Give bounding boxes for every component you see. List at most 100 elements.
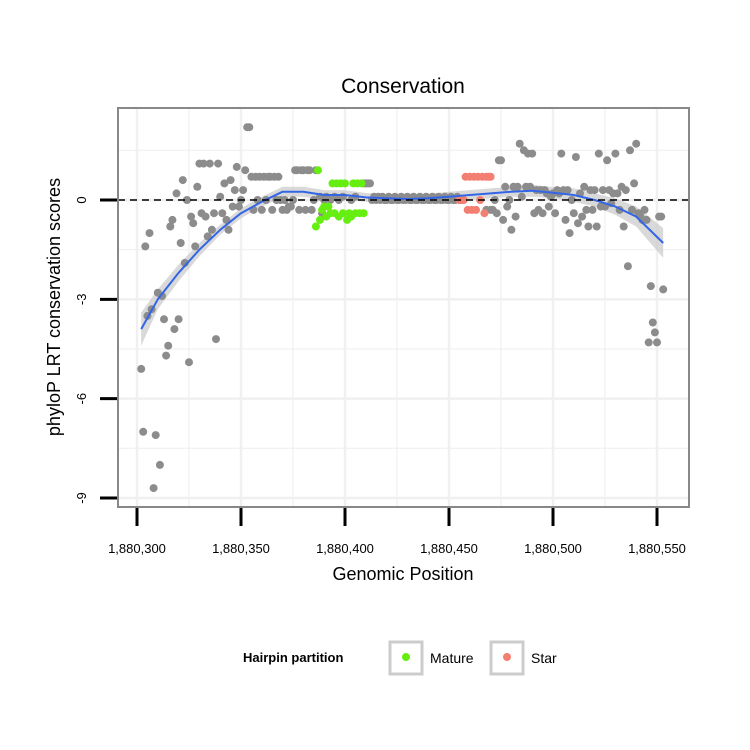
data-point <box>295 205 304 214</box>
data-point <box>187 212 196 221</box>
data-point <box>630 179 639 188</box>
legend-star-swatch <box>503 653 511 661</box>
data-point <box>174 315 183 324</box>
data-point <box>178 176 187 185</box>
data-point <box>526 182 535 191</box>
data-point <box>207 225 216 234</box>
mature-point <box>324 202 333 211</box>
data-point <box>230 186 239 195</box>
data-point <box>141 242 150 251</box>
smooth-fit-line <box>140 189 664 330</box>
data-point <box>301 205 310 214</box>
data-point <box>162 351 171 360</box>
data-point <box>232 162 241 171</box>
data-point <box>166 222 175 231</box>
data-point <box>611 149 620 158</box>
data-point <box>286 202 295 211</box>
data-point <box>621 186 630 195</box>
data-point <box>503 202 512 211</box>
data-point <box>160 315 168 324</box>
data-point <box>567 196 576 204</box>
data-point <box>642 215 651 224</box>
mature-point <box>314 166 322 175</box>
data-point <box>648 318 657 327</box>
data-point <box>224 225 233 234</box>
data-point <box>151 431 160 440</box>
legend: Hairpin partition Mature Star <box>243 640 557 676</box>
data-point <box>582 205 591 214</box>
data-point <box>499 215 508 224</box>
data-point <box>212 335 220 344</box>
data-point <box>584 222 593 231</box>
data-point <box>307 205 316 214</box>
y-tick-label: -9 <box>74 492 89 504</box>
data-point <box>644 338 653 347</box>
data-point <box>305 166 314 175</box>
data-point <box>571 153 580 161</box>
plot-panel <box>118 108 689 507</box>
points-layer <box>137 123 668 493</box>
data-point <box>203 232 212 241</box>
data-point <box>228 202 237 211</box>
data-point <box>191 242 200 251</box>
data-point <box>563 186 572 195</box>
data-point <box>241 166 250 175</box>
data-point <box>176 239 185 247</box>
mature-point <box>357 179 366 188</box>
y-axis: 0 -3 -6 -9 <box>74 196 117 504</box>
data-point <box>168 215 177 224</box>
legend-title: Hairpin partition <box>243 650 343 665</box>
data-point <box>170 325 179 334</box>
x-tick-label: 1,880,550 <box>628 541 686 556</box>
data-point <box>650 328 659 337</box>
data-point <box>592 222 601 231</box>
data-point <box>155 460 164 469</box>
legend-mature-swatch <box>402 653 410 661</box>
data-point <box>172 189 181 198</box>
data-point <box>590 186 599 195</box>
data-point <box>205 159 214 168</box>
data-point <box>619 222 628 231</box>
data-point <box>164 341 173 350</box>
chart-title: Conservation <box>341 75 465 98</box>
data-point <box>613 189 622 198</box>
data-point <box>594 149 603 158</box>
mature-point <box>359 209 368 218</box>
data-point <box>507 225 516 234</box>
data-point <box>574 219 582 228</box>
data-point <box>557 149 566 158</box>
data-point <box>218 209 227 218</box>
data-point <box>569 209 578 218</box>
x-axis-label: Genomic Position <box>332 564 473 584</box>
data-point <box>578 212 587 221</box>
data-point <box>268 205 277 214</box>
data-point <box>628 205 636 214</box>
data-point <box>182 196 191 204</box>
data-point <box>517 192 526 201</box>
star-point <box>472 205 480 214</box>
data-point <box>657 212 666 221</box>
x-tick-label: 1,880,300 <box>108 541 166 556</box>
data-point <box>513 182 522 191</box>
data-point <box>561 215 570 224</box>
x-axis: 1,880,300 1,880,350 1,880,400 1,880,450 1,88… <box>108 508 686 556</box>
data-point <box>640 205 649 214</box>
legend-key-mature <box>388 640 424 676</box>
data-point <box>366 179 374 188</box>
star-point <box>459 196 468 204</box>
data-point <box>220 179 229 188</box>
star-point <box>480 209 489 218</box>
data-point <box>492 209 501 218</box>
data-point <box>210 209 218 218</box>
data-point <box>538 209 547 218</box>
data-point <box>598 186 607 195</box>
star-point <box>486 172 495 181</box>
legend-label-star: Star <box>531 650 557 666</box>
data-point <box>280 196 289 204</box>
data-point <box>528 149 537 158</box>
data-point <box>505 196 514 204</box>
data-point <box>189 219 198 228</box>
data-point <box>226 176 235 185</box>
data-point <box>145 229 154 238</box>
